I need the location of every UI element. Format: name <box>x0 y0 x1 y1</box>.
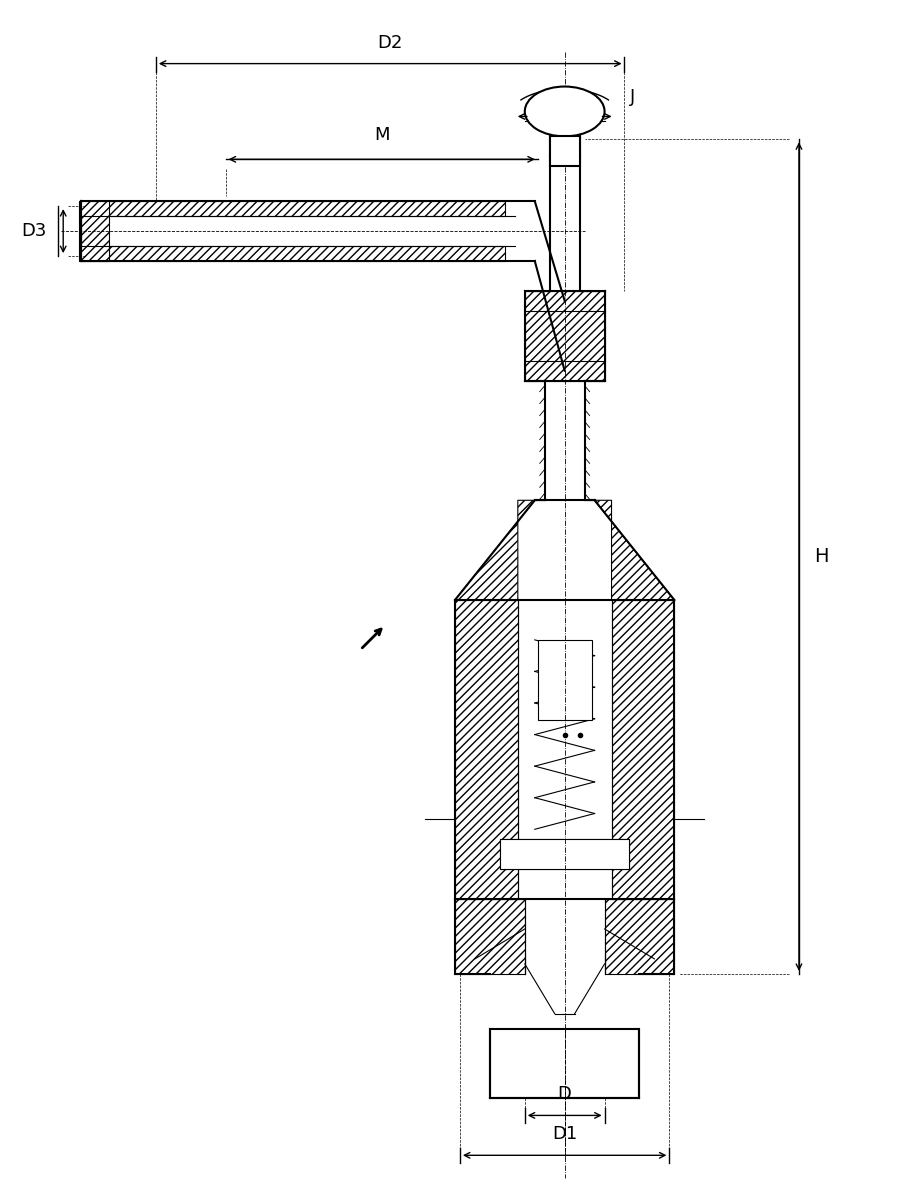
Ellipse shape <box>525 87 605 136</box>
Bar <box>81 246 505 261</box>
Polygon shape <box>455 899 525 974</box>
Bar <box>500 840 630 869</box>
Text: J: J <box>630 88 635 106</box>
Text: D1: D1 <box>552 1126 577 1143</box>
Bar <box>81 202 505 216</box>
Polygon shape <box>455 500 535 600</box>
Bar <box>538 640 592 720</box>
Bar <box>79 202 109 261</box>
Bar <box>455 600 517 899</box>
Text: D3: D3 <box>21 222 46 240</box>
Text: D2: D2 <box>378 33 403 52</box>
Text: D: D <box>558 1085 572 1103</box>
Polygon shape <box>605 899 675 974</box>
Bar <box>611 600 675 899</box>
Polygon shape <box>595 500 675 600</box>
Bar <box>525 291 605 381</box>
Bar <box>490 1028 640 1098</box>
Text: H: H <box>814 547 828 566</box>
Text: M: M <box>374 127 390 145</box>
Bar <box>500 840 630 869</box>
Bar <box>550 136 580 166</box>
